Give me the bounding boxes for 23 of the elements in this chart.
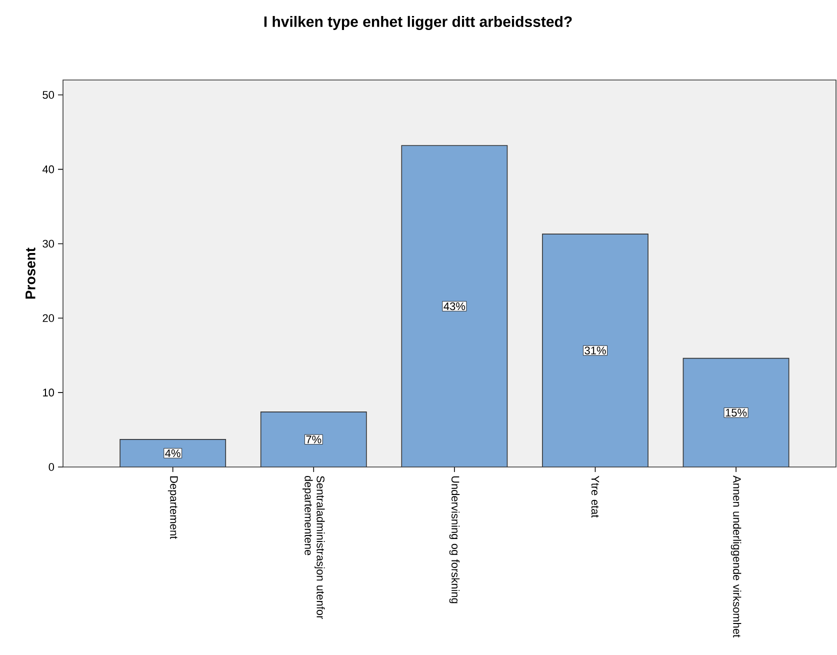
- y-tick-label: 30: [42, 240, 54, 248]
- data-label: 7%: [306, 436, 322, 444]
- bar: [542, 234, 648, 467]
- bar: [120, 439, 226, 467]
- data-label: 15%: [726, 408, 747, 417]
- data-label: 4%: [165, 449, 180, 458]
- x-tick-label: Sentraladministrasjon utenfor departementene: [302, 476, 325, 619]
- y-tick-label: 40: [42, 165, 54, 174]
- data-label: 43%: [444, 302, 466, 310]
- data-label: 31%: [584, 346, 606, 354]
- y-tick-label: 10: [43, 388, 54, 396]
- bar: [682, 358, 790, 467]
- bar: [260, 412, 366, 467]
- bar: [401, 145, 508, 467]
- y-axis-title: Prosent: [26, 248, 36, 299]
- x-tick-label: Departement: [168, 476, 178, 540]
- x-tick-label: Ytre etat: [591, 476, 600, 518]
- y-tick-label: 50: [42, 91, 54, 99]
- x-tick-label: Undervisning og forskning: [449, 476, 460, 604]
- x-tick-label: Annen underliggende virksomhet: [730, 476, 742, 638]
- y-tick-label: 20: [42, 314, 54, 322]
- chart-title: I hvilken type enhet ligger ditt arbeidssted?: [264, 16, 572, 30]
- y-tick-label: 0: [48, 463, 54, 471]
